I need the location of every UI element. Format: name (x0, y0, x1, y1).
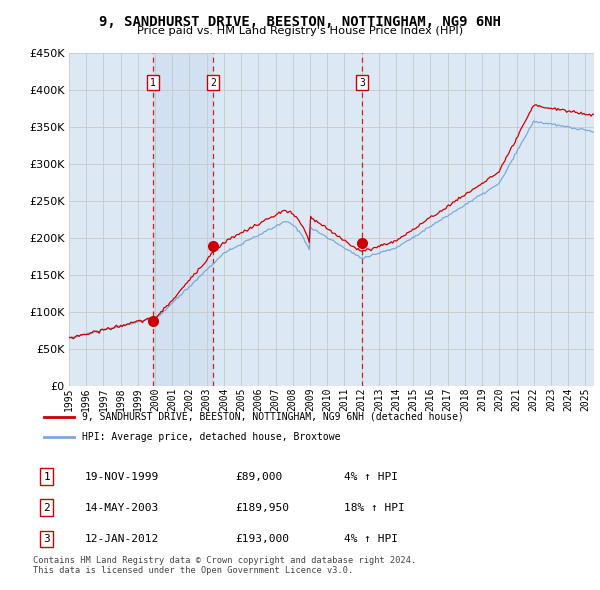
Text: 4% ↑ HPI: 4% ↑ HPI (344, 534, 398, 544)
Text: £89,000: £89,000 (235, 471, 282, 481)
Text: £189,950: £189,950 (235, 503, 289, 513)
Text: HPI: Average price, detached house, Broxtowe: HPI: Average price, detached house, Brox… (82, 432, 341, 442)
Text: £193,000: £193,000 (235, 534, 289, 544)
Text: 1: 1 (43, 471, 50, 481)
Text: 2: 2 (210, 78, 216, 88)
Text: 3: 3 (43, 534, 50, 544)
Text: 14-MAY-2003: 14-MAY-2003 (85, 503, 159, 513)
Text: 12-JAN-2012: 12-JAN-2012 (85, 534, 159, 544)
Text: Contains HM Land Registry data © Crown copyright and database right 2024.
This d: Contains HM Land Registry data © Crown c… (33, 556, 416, 575)
Text: 18% ↑ HPI: 18% ↑ HPI (344, 503, 405, 513)
Text: 1: 1 (150, 78, 156, 88)
Text: 2: 2 (43, 503, 50, 513)
Text: Price paid vs. HM Land Registry's House Price Index (HPI): Price paid vs. HM Land Registry's House … (137, 26, 463, 36)
Text: 9, SANDHURST DRIVE, BEESTON, NOTTINGHAM, NG9 6NH (detached house): 9, SANDHURST DRIVE, BEESTON, NOTTINGHAM,… (82, 412, 464, 421)
Text: 19-NOV-1999: 19-NOV-1999 (85, 471, 159, 481)
Text: 9, SANDHURST DRIVE, BEESTON, NOTTINGHAM, NG9 6NH: 9, SANDHURST DRIVE, BEESTON, NOTTINGHAM,… (99, 15, 501, 29)
Text: 4% ↑ HPI: 4% ↑ HPI (344, 471, 398, 481)
Bar (153, 53, 213, 386)
Text: 3: 3 (359, 78, 365, 88)
